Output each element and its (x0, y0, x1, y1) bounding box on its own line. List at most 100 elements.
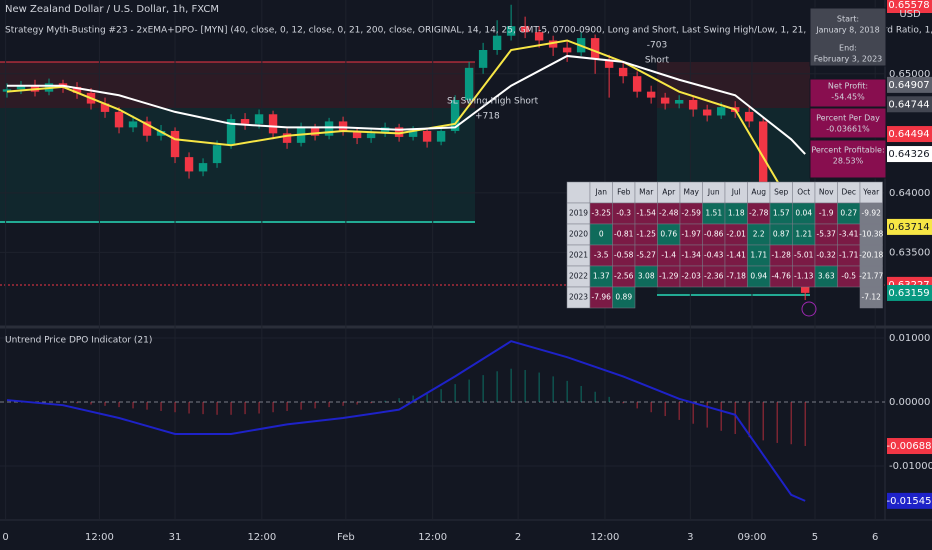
table-header: Feb (617, 188, 631, 197)
candle-body (72, 86, 82, 93)
trade-label: +718 (475, 112, 500, 122)
candle-body (716, 107, 726, 116)
candle-body (2, 89, 12, 92)
candle-body (254, 114, 264, 124)
stop-zone (0, 62, 475, 108)
candle-body (744, 111, 754, 122)
table-value: -1.9 (819, 209, 834, 218)
table-header: Oct (797, 188, 810, 197)
table-header: Nov (819, 188, 834, 197)
candle-body (632, 76, 642, 92)
target-zone (0, 108, 475, 222)
table-value: -2.48 (659, 209, 679, 218)
table-value: -1.25 (637, 230, 657, 239)
candle-body (492, 35, 502, 50)
table-value: -5.37 (817, 230, 837, 239)
stats-text: Percent Profitable: (811, 146, 884, 155)
candle-body (618, 67, 628, 77)
price-label: 0.64326 (888, 149, 929, 160)
candle-body (604, 59, 614, 68)
candle-body (506, 26, 516, 36)
x-tick-label: 3 (687, 532, 693, 543)
table-cell (859, 286, 883, 309)
table-value: -1.29 (659, 272, 679, 281)
candle-body (394, 127, 404, 137)
price-label: 0.64744 (888, 99, 929, 110)
table-value: -3.5 (594, 251, 609, 260)
table-value: -3.41 (839, 230, 859, 239)
x-tick-label: 0 (2, 532, 8, 543)
price-label-box (887, 96, 932, 113)
table-value: -5.27 (637, 251, 657, 260)
stats-text: Start: (837, 15, 859, 24)
candle-body (366, 133, 376, 139)
price-label-box (887, 492, 932, 509)
candle-body (100, 103, 110, 112)
x-tick-label: 09:00 (738, 532, 767, 543)
currency: USD (899, 9, 921, 20)
candle-body (324, 121, 334, 136)
stats-box (809, 7, 887, 67)
candle-body (590, 38, 600, 60)
stats-text: February 3, 2023 (814, 55, 883, 64)
table-value: -20.18 (859, 251, 883, 260)
price-label: 0.65578 (888, 0, 929, 11)
table-value: -1.28 (772, 251, 792, 260)
y-tick-label: 0.64000 (889, 188, 930, 199)
table-year: 2022 (569, 272, 588, 281)
table-header: Year (862, 188, 880, 197)
table-year: 2021 (569, 251, 588, 260)
candle-body (128, 121, 138, 128)
price-label: 0.64907 (888, 80, 929, 91)
table-value: 1.18 (728, 209, 745, 218)
x-tick-label: 5 (812, 532, 818, 543)
indicator-title: Untrend Price DPO Indicator (21) (5, 336, 152, 346)
table-value: 0.89 (615, 293, 632, 302)
dpo-line (6, 340, 806, 502)
candle-body (156, 130, 166, 136)
candle-body (114, 111, 124, 128)
table-value: 0.94 (750, 272, 767, 281)
stats-text: 28.53% (833, 157, 864, 166)
table-value: -1.54 (637, 209, 657, 218)
table-value: -7.96 (592, 293, 612, 302)
price-label-box (887, 126, 932, 143)
symbol-title: New Zealand Dollar / U.S. Dollar, 1h, FX… (5, 4, 219, 15)
trade-label: -703 (647, 41, 667, 51)
price-label-box (887, 146, 932, 163)
table-header: Apr (662, 188, 676, 197)
stats-box (809, 78, 887, 108)
table-header: Jan (594, 188, 607, 197)
table-value: -0.3 (616, 209, 631, 218)
price-label: -0.01545 (887, 496, 932, 507)
table-value: -1.97 (682, 230, 702, 239)
table-value: -3.25 (592, 209, 612, 218)
candle-body (170, 130, 180, 158)
x-tick-label: 12:00 (418, 532, 447, 543)
x-tick-label: 12:00 (247, 532, 276, 543)
table-value: -0.43 (704, 251, 724, 260)
candle-body (240, 119, 250, 124)
candle-body (268, 114, 278, 134)
table-header: Jul (731, 188, 741, 197)
table-value: 0 (599, 230, 604, 239)
price-label-box (887, 218, 932, 235)
table-value: 2.2 (753, 230, 765, 239)
table-value: -0.58 (614, 251, 634, 260)
returns-table: Jan Feb Mar Apr May Jun Jul Aug Sep Oct Nov Dec Year… (566, 181, 884, 309)
table-header: Dec (841, 188, 856, 197)
price-label-box (887, 76, 932, 93)
event-icon[interactable] (801, 301, 817, 317)
table-value: -0.5 (841, 272, 856, 281)
table-value: 0.04 (795, 209, 812, 218)
table-value: -2.03 (682, 272, 702, 281)
candle-body (450, 100, 460, 131)
y-tick-label: 0.00000 (889, 397, 930, 408)
table-value: -2.01 (727, 230, 747, 239)
table-value: 0.87 (773, 230, 790, 239)
candle-body (702, 109, 712, 116)
stats-text: Percent Per Day (816, 114, 880, 123)
candle-body (674, 100, 684, 104)
candle-body (436, 130, 446, 142)
